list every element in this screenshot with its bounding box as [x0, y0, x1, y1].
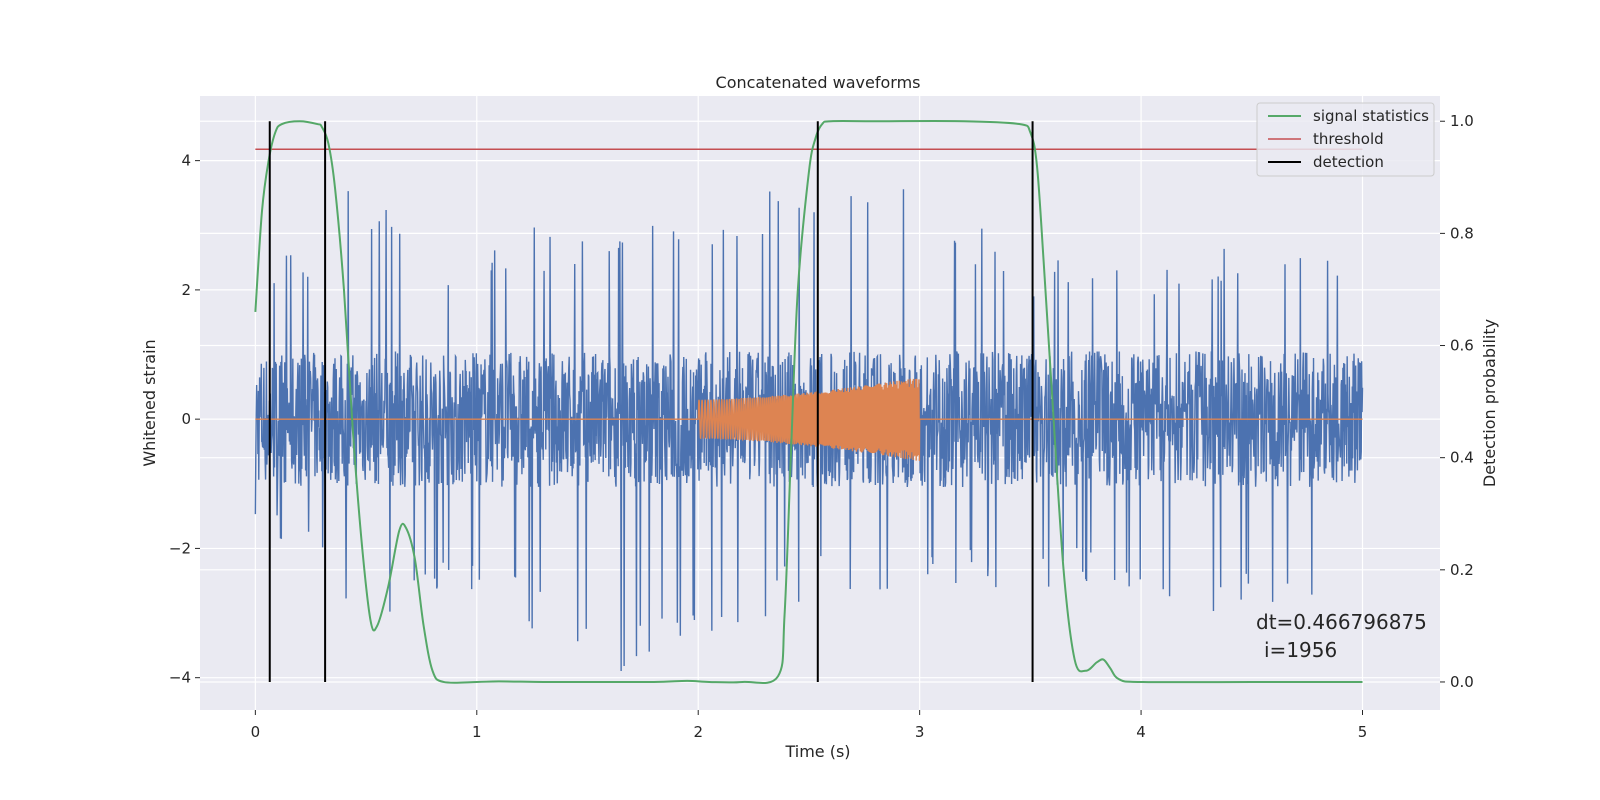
chart-title: Concatenated waveforms [716, 73, 921, 92]
y2-tick-label: 0.0 [1450, 673, 1474, 691]
legend-label-signal-statistics: signal statistics [1313, 107, 1429, 125]
y2-tick-label: 0.2 [1450, 561, 1474, 579]
y-axis-label: Whitened strain [140, 339, 159, 466]
legend-box [1256, 102, 1435, 177]
y2-tick-label: 0.6 [1450, 337, 1474, 355]
y2-tick-label: 0.4 [1450, 449, 1474, 467]
y-tick-label: −2 [169, 539, 191, 557]
x-tick-label: 4 [1136, 723, 1146, 741]
y2-tick-label: 0.8 [1450, 224, 1474, 242]
x-axis-label: Time (s) [784, 742, 850, 761]
x-tick-label: 2 [693, 723, 703, 741]
x-tick-label: 3 [915, 723, 925, 741]
signal-statistics-line [254, 120, 1363, 685]
legend-label-threshold: threshold [1313, 130, 1384, 148]
y-tick-label: 4 [181, 152, 191, 170]
annotation-i: i=1956 [1264, 638, 1337, 662]
annotation: dt=0.466796875 i=1956 [1256, 610, 1427, 662]
y-tick-label: 2 [181, 281, 191, 299]
y-tick-label: −4 [169, 669, 191, 687]
annotation-dt: dt=0.466796875 [1256, 610, 1427, 634]
y-tick-label: 0 [181, 410, 191, 428]
x-tick-label: 1 [472, 723, 482, 741]
injection-line [255, 378, 1363, 461]
y2-tick-label: 1.0 [1450, 112, 1474, 130]
data-layer [254, 120, 1364, 685]
legend-label-detection: detection [1313, 153, 1384, 171]
tick-layer: 0 1 2 3 4 5 −4 −2 0 2 4 0.0 0.2 0.4 0.6 0.8 1.0 [169, 112, 1474, 741]
y2-axis-label: Detection probability [1480, 319, 1499, 487]
legend: signal statistics threshold detection [1256, 102, 1435, 177]
x-tick-label: 5 [1358, 723, 1368, 741]
x-tick-label: 0 [251, 723, 261, 741]
